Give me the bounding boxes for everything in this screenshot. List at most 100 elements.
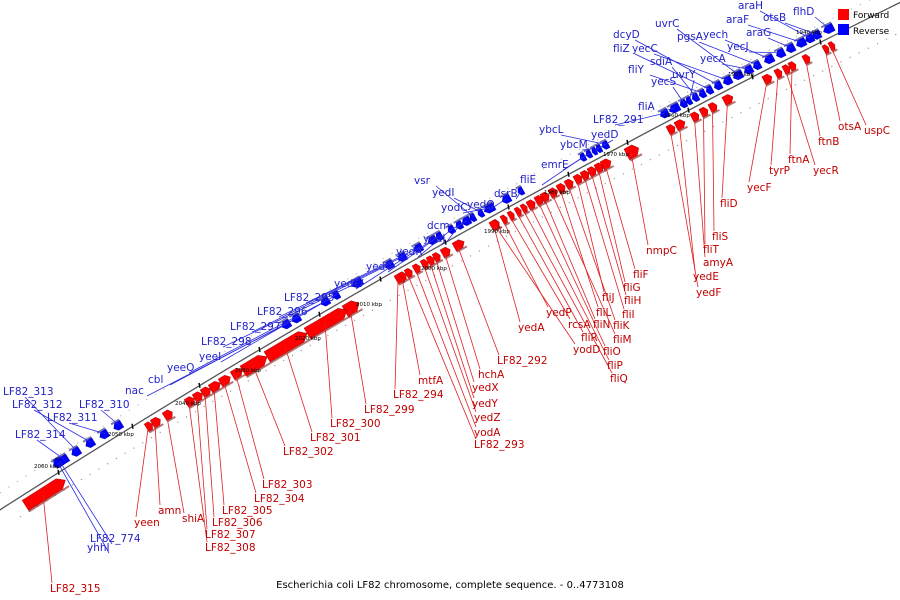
gene-label-LF82_293: LF82_293 xyxy=(474,439,525,451)
gene-label-LF82_298: LF82_298 xyxy=(201,336,252,348)
leader-yecS xyxy=(672,86,685,104)
leader-dsrB xyxy=(515,190,522,200)
gene-feature-shade-fliG xyxy=(598,169,607,175)
gene-label-yedY: yedY xyxy=(472,398,498,410)
gene-label-LF82_300: LF82_300 xyxy=(330,418,381,430)
gene-feature-shade-LF82_302 xyxy=(246,362,272,378)
gene-feature-shade-fliA xyxy=(666,100,678,108)
gene-feature-shade-ftnA xyxy=(791,68,799,74)
leader-LF82_311 xyxy=(68,422,106,435)
gene-feature-shade-fliL xyxy=(560,189,569,196)
gene-feature-yedY xyxy=(425,255,435,267)
leader-yedY xyxy=(429,262,475,399)
leader-araG xyxy=(767,37,792,49)
leader-fliF xyxy=(605,165,636,270)
leader-LF82_298 xyxy=(222,282,359,348)
gene-label-flhD: flhD xyxy=(793,6,814,18)
tick-mark-1 xyxy=(751,74,754,80)
leader-yedE xyxy=(679,126,696,272)
gene-label-LF82_303: LF82_303 xyxy=(262,479,313,491)
gene-label-yedW: yedW xyxy=(334,278,364,290)
tick-mark-3 xyxy=(626,139,629,146)
leader-LF82_308 xyxy=(188,403,208,543)
tick-label-5: 1990 kbp xyxy=(484,229,510,235)
gene-feature-shade-dcyD xyxy=(711,78,720,85)
gene-feature-yodC xyxy=(483,202,497,214)
gene-feature-LF82_313 xyxy=(71,446,83,457)
leader-dcyD xyxy=(634,39,719,86)
gene-feature-shade-amyA xyxy=(694,118,702,124)
gene-feature-shade-flhD xyxy=(820,21,832,29)
gene-feature-shade-dcm xyxy=(459,214,469,221)
gene-feature-shade-fliI xyxy=(584,176,593,183)
leader-LF82_314 xyxy=(36,439,65,460)
tick-label-1: 1950 kbp xyxy=(728,72,754,78)
leader-LF82_312 xyxy=(33,409,92,443)
gene-feature-shade-yodA xyxy=(416,270,424,276)
gene-feature-LF82_300 xyxy=(303,308,348,339)
leader-araF xyxy=(747,24,802,43)
gene-feature-LF82_293 xyxy=(403,267,413,279)
gene-feature-shade-yedQ xyxy=(499,192,509,199)
gene-label-ftnB: ftnB xyxy=(818,136,840,148)
leader-yedV xyxy=(387,235,441,273)
leader-LF82_294 xyxy=(394,280,399,390)
gene-label-yecA: yecA xyxy=(700,53,726,65)
leader-fliG xyxy=(598,169,626,283)
gene-feature-amn xyxy=(149,416,161,429)
gene-label-LF82_304: LF82_304 xyxy=(254,493,305,505)
legend-forward-label: Forward xyxy=(853,11,889,21)
leader-uvrY xyxy=(689,79,695,101)
gene-label-yedJ: yedJ xyxy=(423,233,445,245)
gene-label-yecS: yecS xyxy=(651,76,676,88)
gene-label-yhhI: yhhI xyxy=(87,542,110,554)
gene-label-LF82_296: LF82_296 xyxy=(257,306,308,318)
leader-LF82_292 xyxy=(457,246,500,356)
gene-feature-LF82_312 xyxy=(85,437,97,448)
gene-feature-uvrY xyxy=(685,96,694,106)
gene-label-fliM: fliM xyxy=(613,334,632,346)
gene-label-yedQ: yedQ xyxy=(467,199,495,211)
tick-label-8: 2020 kbp xyxy=(295,336,321,342)
leader-LF82_304 xyxy=(223,382,257,494)
leader-LF82_306 xyxy=(204,394,215,518)
gene-feature-shade-otsA xyxy=(825,51,832,56)
leader-yedF xyxy=(670,131,699,288)
leader-LF82_315 xyxy=(42,494,53,584)
gene-label-nac: nac xyxy=(125,385,144,397)
gene-feature-LF82_292 xyxy=(451,239,465,252)
leader-fliH xyxy=(591,173,627,296)
gene-feature-yedI xyxy=(477,208,486,218)
gene-feature-shade-fliY xyxy=(696,87,704,93)
leader-yedX xyxy=(435,259,475,383)
tick-mark-4 xyxy=(567,171,570,177)
gene-feature-shade-LF82_306 xyxy=(204,392,214,400)
gene-label-fliZ: fliZ xyxy=(613,43,630,55)
gene-feature-otsA xyxy=(821,44,830,55)
tick-mark-10 xyxy=(198,382,201,389)
gene-label-ftnA: ftnA xyxy=(788,154,810,166)
gene-label-LF82_291: LF82_291 xyxy=(593,114,644,126)
gene-feature-shade-shiA xyxy=(166,415,176,423)
gene-label-uspC: uspC xyxy=(864,125,890,137)
gene-label-LF82_311: LF82_311 xyxy=(47,412,98,424)
gene-label-ybcM: ybcM xyxy=(560,139,588,151)
gene-feature-ybcM xyxy=(595,143,604,154)
leader-LF82_296 xyxy=(278,256,404,318)
gene-feature-fliM xyxy=(547,187,558,199)
tick-mark-6 xyxy=(444,239,447,245)
gene-label-LF82_299: LF82_299 xyxy=(364,404,415,416)
leader-yecA xyxy=(721,63,750,70)
gene-feature-yedF xyxy=(665,124,676,135)
gene-feature-shade-LF82_312 xyxy=(82,436,92,443)
gene-label-fliN: fliN xyxy=(593,319,610,331)
gene-label-yeeI: yeeI xyxy=(199,351,221,363)
tick-label-7: 2010 kbp xyxy=(356,302,382,308)
leader-tyrP xyxy=(770,75,779,166)
leader-LF82_302 xyxy=(252,365,286,447)
kbp-ticks: 1940 kbp 1950 kbp 1960 kbp 1970 kbp 1980 kbp… xyxy=(34,30,822,476)
leader-shiA xyxy=(166,417,185,514)
gene-feature-shade-LF82_291 xyxy=(657,106,667,113)
gene-label-fliY: fliY xyxy=(628,64,645,76)
